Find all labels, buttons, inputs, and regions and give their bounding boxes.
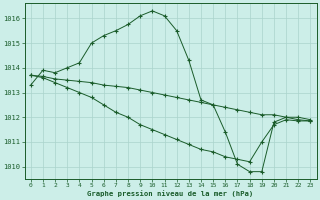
X-axis label: Graphe pression niveau de la mer (hPa): Graphe pression niveau de la mer (hPa) <box>87 190 254 197</box>
